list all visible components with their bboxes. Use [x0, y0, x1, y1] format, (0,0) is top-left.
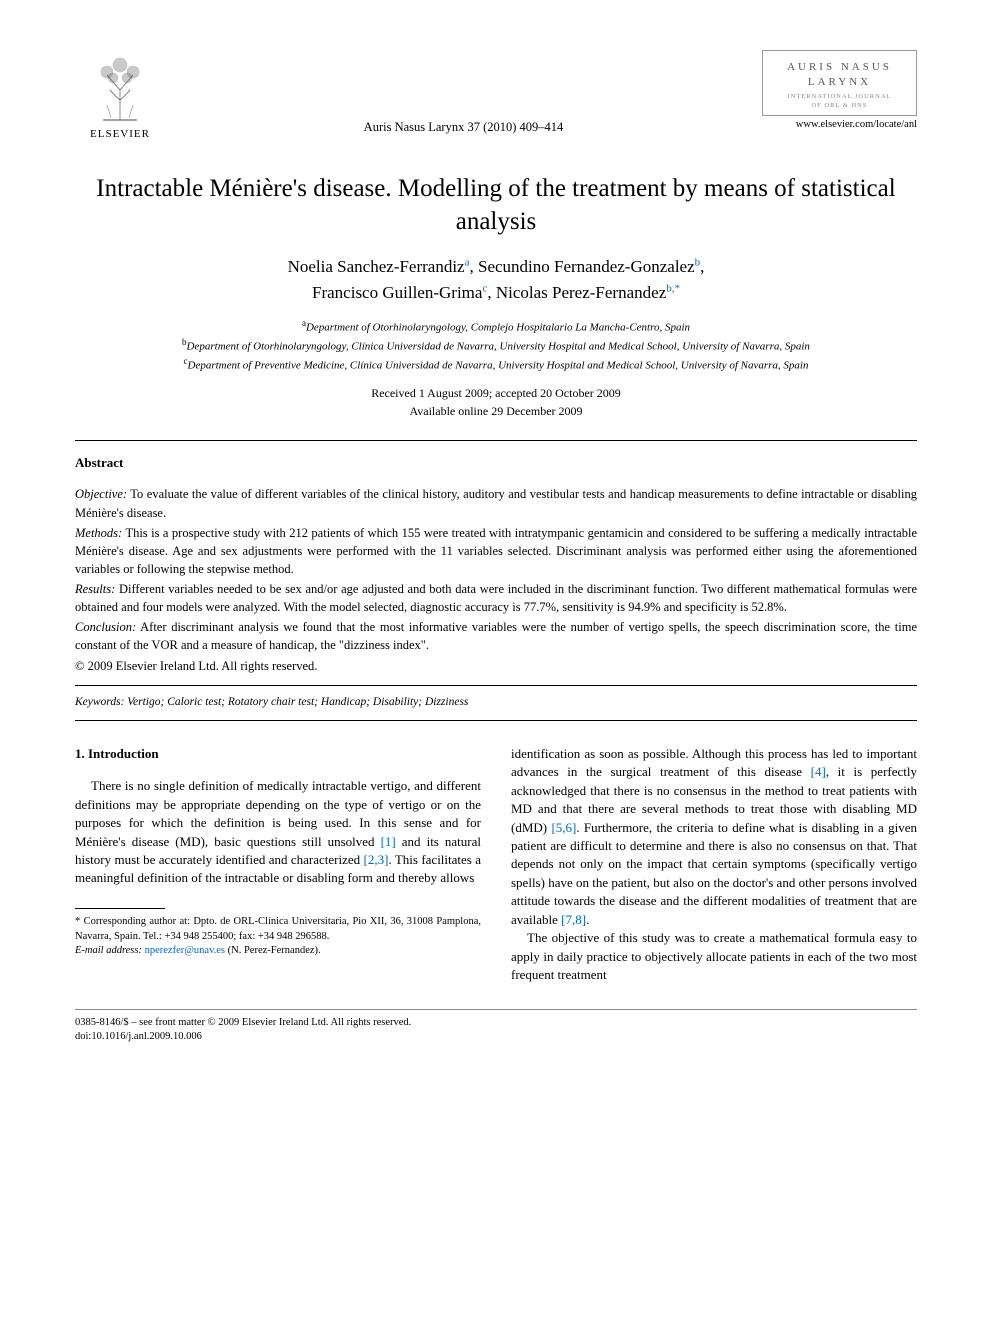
divider-top	[75, 440, 917, 441]
abstract-heading: Abstract	[75, 455, 917, 471]
abstract-copyright: © 2009 Elsevier Ireland Ltd. All rights …	[75, 657, 917, 675]
corresponding-author: * Corresponding author at: Dpto. de ORL-…	[75, 915, 481, 944]
affiliations: aDepartment of Otorhinolaryngology, Comp…	[75, 317, 917, 374]
abstract-conclusion: Conclusion: After discriminant analysis …	[75, 618, 917, 654]
journal-url[interactable]: www.elsevier.com/locate/anl	[762, 119, 917, 130]
abstract-results: Results: Different variables needed to b…	[75, 580, 917, 616]
abstract-methods: Methods: This is a prospective study wit…	[75, 524, 917, 578]
publisher-logo: ELSEVIER	[75, 50, 165, 150]
publisher-label: ELSEVIER	[90, 128, 150, 140]
affiliation-c: cDepartment of Preventive Medicine, Clín…	[75, 355, 917, 374]
author-4-marker: b,*	[666, 282, 680, 294]
footnote-divider	[75, 908, 165, 909]
footer-doi: doi:10.1016/j.anl.2009.10.006	[75, 1030, 917, 1045]
ref-link-2-3[interactable]: [2,3]	[364, 852, 389, 867]
divider-bottom	[75, 720, 917, 721]
affiliation-a: aDepartment of Otorhinolaryngology, Comp…	[75, 317, 917, 336]
citation-line: Auris Nasus Larynx 37 (2010) 409–414	[165, 50, 762, 135]
journal-subtitle-2: OF ORL & HNS	[771, 102, 908, 109]
author-1: Noelia Sanchez-Ferrandiz	[288, 257, 465, 276]
journal-name-2: LARYNX	[771, 76, 908, 88]
intro-paragraph-1: There is no single definition of medical…	[75, 777, 481, 888]
authors-line: Noelia Sanchez-Ferrandiza, Secundino Fer…	[75, 254, 917, 305]
available-online: Available online 29 December 2009	[75, 402, 917, 420]
divider-mid	[75, 685, 917, 686]
intro-continuation: identification as soon as possible. Alth…	[511, 745, 917, 930]
corresponding-email: E-mail address: nperezfer@unav.es (N. Pe…	[75, 944, 481, 959]
body-columns: 1. Introduction There is no single defin…	[75, 745, 917, 985]
journal-cover-box: AURIS NASUS LARYNX INTERNATIONAL JOURNAL…	[762, 50, 917, 116]
ref-link-5-6[interactable]: [5,6]	[551, 820, 576, 835]
column-left: 1. Introduction There is no single defin…	[75, 745, 481, 985]
footer-copyright: 0385-8146/$ – see front matter © 2009 El…	[75, 1016, 917, 1031]
author-3-marker: c	[482, 282, 487, 294]
affiliation-b: bDepartment of Otorhinolaryngology, Clín…	[75, 336, 917, 355]
article-dates: Received 1 August 2009; accepted 20 Octo…	[75, 384, 917, 420]
journal-name-1: AURIS NASUS	[771, 61, 908, 73]
author-2-marker: b	[695, 256, 701, 268]
abstract-body: Objective: To evaluate the value of diff…	[75, 485, 917, 674]
section-heading-introduction: 1. Introduction	[75, 745, 481, 763]
footnotes: * Corresponding author at: Dpto. de ORL-…	[75, 915, 481, 959]
ref-link-4[interactable]: [4]	[811, 764, 826, 779]
received-accepted: Received 1 August 2009; accepted 20 Octo…	[75, 384, 917, 402]
intro-paragraph-2: The objective of this study was to creat…	[511, 929, 917, 984]
journal-subtitle-1: INTERNATIONAL JOURNAL	[771, 93, 908, 100]
author-3: Francisco Guillen-Grima	[312, 283, 482, 302]
ref-link-1[interactable]: [1]	[381, 834, 396, 849]
elsevier-tree-icon	[83, 50, 158, 125]
abstract-objective: Objective: To evaluate the value of diff…	[75, 485, 917, 521]
author-1-marker: a	[465, 256, 470, 268]
column-right: identification as soon as possible. Alth…	[511, 745, 917, 985]
email-link[interactable]: nperezfer@unav.es	[145, 945, 225, 956]
footer-divider	[75, 1009, 917, 1010]
ref-link-7-8[interactable]: [7,8]	[561, 912, 586, 927]
article-title: Intractable Ménière's disease. Modelling…	[75, 173, 917, 238]
author-2: Secundino Fernandez-Gonzalez	[478, 257, 695, 276]
journal-box-wrapper: AURIS NASUS LARYNX INTERNATIONAL JOURNAL…	[762, 50, 917, 155]
author-4: Nicolas Perez-Fernandez	[496, 283, 666, 302]
keywords: Keywords: Vertigo; Caloric test; Rotator…	[75, 696, 917, 708]
footer: 0385-8146/$ – see front matter © 2009 El…	[75, 1016, 917, 1045]
page-header: ELSEVIER Auris Nasus Larynx 37 (2010) 40…	[75, 50, 917, 155]
